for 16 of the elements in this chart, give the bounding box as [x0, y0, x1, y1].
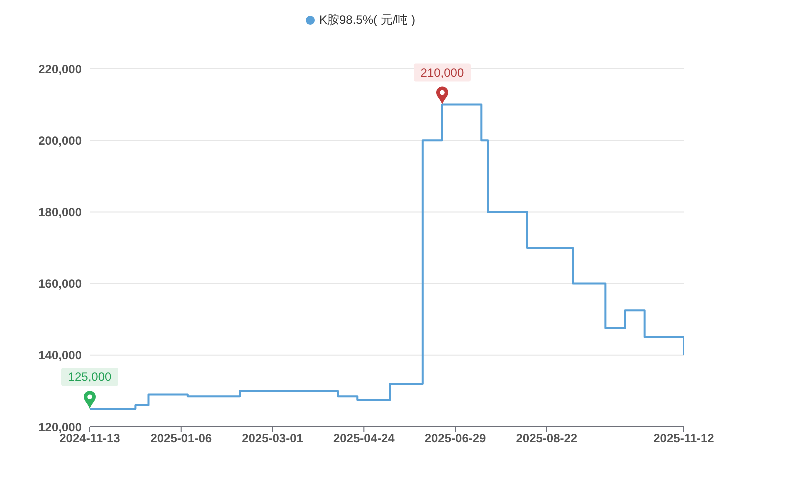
- x-tick-label: 2024-11-13: [60, 432, 121, 446]
- x-tick-label: 2025-03-01: [242, 432, 304, 446]
- x-tick-label: 2025-08-22: [516, 432, 578, 446]
- x-tick-label: 2025-01-06: [150, 432, 212, 446]
- annotation: 210,000: [420, 66, 464, 80]
- x-tick-label: 2025-11-12: [654, 432, 715, 446]
- annotation: 125,000: [68, 370, 112, 384]
- x-tick-label: 2025-06-29: [424, 432, 487, 446]
- legend-label: K胺98.5%( 元/吨 ): [319, 13, 416, 27]
- x-tick-label: 2025-04-24: [333, 432, 396, 446]
- y-tick-label: 180,000: [38, 205, 82, 220]
- y-tick-label: 160,000: [38, 277, 82, 292]
- y-tick-label: 140,000: [38, 348, 82, 363]
- y-tick-label: 120,000: [38, 420, 82, 434]
- y-tick-label: 200,000: [38, 134, 82, 148]
- y-tick-label: 220,000: [38, 62, 82, 76]
